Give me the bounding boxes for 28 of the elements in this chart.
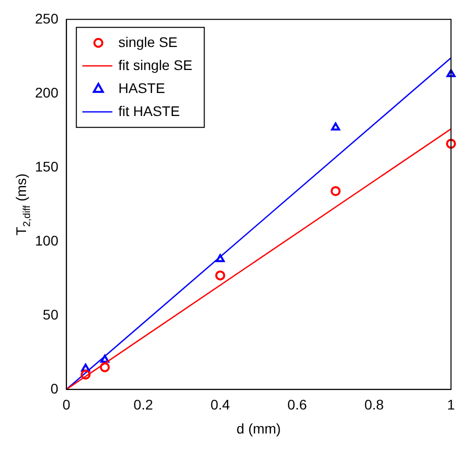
x-tick-label: 0 <box>62 396 70 413</box>
legend-label: single SE <box>118 34 178 50</box>
point <box>81 364 90 372</box>
y-tick-label: 50 <box>42 306 59 322</box>
point <box>446 138 456 149</box>
x-tick-label: 0.8 <box>364 396 384 413</box>
legend-label: fit HASTE <box>118 102 180 119</box>
point <box>80 370 91 380</box>
legend-label: HASTE <box>118 80 166 96</box>
x-tick-label: 1 <box>447 396 456 413</box>
point <box>100 354 110 363</box>
y-tick-label: 100 <box>35 232 59 248</box>
x-axis-title: d (mm) <box>236 420 281 436</box>
y-tick-label: 0 <box>50 380 59 396</box>
point <box>100 362 110 372</box>
y-tick-label: 200 <box>35 84 59 100</box>
y-tick-label: 150 <box>35 158 59 174</box>
legend-label: fit single SE <box>118 56 192 73</box>
x-tick-label: 0.2 <box>134 396 154 413</box>
y-axis-title: T2,diff (ms) <box>12 173 33 236</box>
point <box>215 270 226 280</box>
point <box>216 254 225 262</box>
point <box>446 69 456 78</box>
point <box>331 122 340 130</box>
y-tick-label: 250 <box>35 10 59 26</box>
x-tick-label: 0.6 <box>287 396 308 413</box>
x-tick-label: 0.4 <box>210 396 230 413</box>
point <box>330 186 341 196</box>
